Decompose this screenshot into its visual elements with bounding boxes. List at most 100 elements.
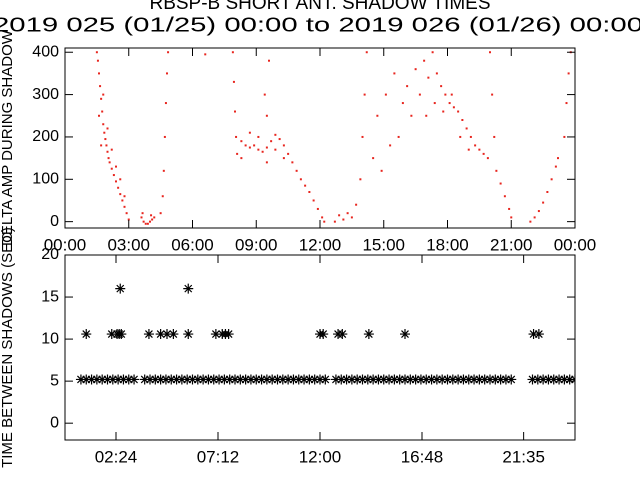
asterisk-marker [198,374,209,385]
chart-title: RBSP-B SHORT ANT. SHADOW TIMES [149,0,490,14]
data-point [410,114,413,117]
data-point [127,218,130,221]
asterisk-marker [548,374,559,385]
asterisk-marker [527,374,538,385]
asterisk-marker [363,329,374,340]
data-point [308,191,311,193]
asterisk-marker [230,374,240,385]
asterisk-marker [150,374,161,385]
data-point [312,199,315,202]
data-point [363,93,366,96]
asterisk-marker [559,374,570,385]
asterisk-marker [168,329,179,340]
asterisk-marker [182,374,193,385]
asterisk-marker [208,374,219,385]
data-point [567,72,570,75]
asterisk-marker [368,374,379,385]
asterisk-marker [145,374,155,385]
plot-area [95,51,572,225]
asterisk-marker [554,374,565,385]
data-point [440,85,443,88]
data-point [450,93,453,96]
asterisk-marker [267,374,278,385]
asterisk-marker [320,374,331,385]
data-point [442,110,445,113]
asterisk-marker [224,374,235,385]
asterisk-marker [210,329,221,340]
asterisk-marker [330,374,341,385]
asterisk-marker [86,374,97,385]
data-point [499,182,502,185]
y-tick-label: 100 [32,171,59,188]
data-point [459,135,462,138]
asterisk-marker [107,374,118,385]
asterisk-marker [437,374,448,385]
data-point [274,133,277,136]
data-point [346,212,349,215]
asterisk-marker [485,374,495,385]
asterisk-marker [299,374,310,385]
data-point [291,161,294,164]
data-point [342,218,345,221]
asterisk-marker [378,374,389,385]
data-point [482,152,485,155]
y-tick-label: 15 [41,288,59,305]
data-point [117,186,120,189]
asterisk-marker [91,374,102,385]
data-point [270,140,273,143]
asterisk-marker [426,374,437,385]
asterisk-marker [458,374,469,385]
data-point [108,161,111,164]
asterisk-marker [453,374,464,385]
data-point [106,127,109,130]
data-point [467,148,470,151]
asterisk-marker [304,374,315,385]
data-point [372,157,375,160]
asterisk-marker [543,374,554,385]
asterisk-marker [288,374,299,385]
asterisk-marker [272,374,283,385]
y-tick-label: 20 [41,246,59,263]
data-point [141,212,144,215]
asterisk-marker [277,374,288,385]
asterisk-marker [357,374,368,385]
data-point [510,216,513,219]
data-point [265,114,268,117]
asterisk-marker [139,374,150,385]
data-point [365,51,368,54]
asterisk-marker [162,329,172,340]
x-tick-label: 21:35 [502,447,545,466]
data-point [491,93,494,96]
data-point [100,144,103,147]
data-point [418,93,421,96]
data-point [119,178,122,181]
data-point [204,53,207,56]
asterisk-marker [219,374,230,385]
data-point [554,165,557,168]
data-point [119,193,122,196]
y-tick-label: 0 [50,414,59,431]
asterisk-marker [336,374,347,385]
data-point [282,157,285,160]
data-point [240,140,243,143]
data-point [529,220,532,223]
data-point [123,195,126,198]
asterisk-marker [389,374,400,385]
asterisk-marker [203,374,214,385]
data-point [265,146,268,149]
asterisk-marker [469,374,480,385]
asterisk-marker [410,374,421,385]
asterisk-marker [160,374,171,385]
data-point [278,138,281,141]
asterisk-marker [405,374,416,385]
data-point [98,114,100,117]
asterisk-marker [187,374,198,385]
data-point [469,135,472,138]
data-point [96,59,99,62]
asterisk-marker [384,374,395,385]
data-point [240,157,243,160]
data-point [489,51,491,54]
data-point [164,102,167,105]
asterisk-marker [490,374,501,385]
